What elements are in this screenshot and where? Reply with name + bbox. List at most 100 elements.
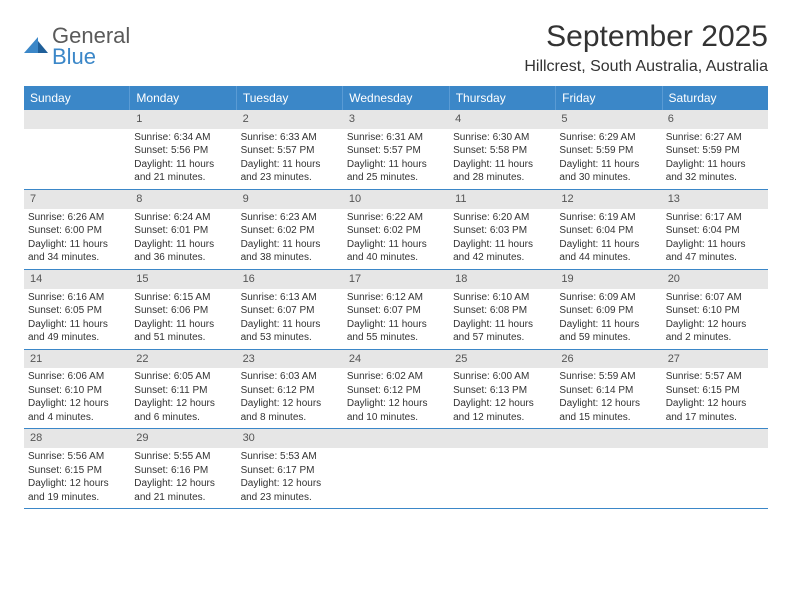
daylight-text: Daylight: 11 hours and 36 minutes.: [134, 238, 232, 265]
day-number: 12: [555, 190, 661, 209]
day-cell: 29Sunrise: 5:55 AMSunset: 6:16 PMDayligh…: [130, 429, 236, 508]
sunset-text: Sunset: 6:14 PM: [559, 384, 657, 398]
logo-text-blue: Blue: [52, 44, 96, 69]
day-cell: 5Sunrise: 6:29 AMSunset: 5:59 PMDaylight…: [555, 110, 661, 189]
logo: General Blue: [24, 20, 130, 68]
sunset-text: Sunset: 6:00 PM: [28, 224, 126, 238]
sunrise-text: Sunrise: 6:10 AM: [453, 291, 551, 305]
day-body: Sunrise: 6:23 AMSunset: 6:02 PMDaylight:…: [237, 209, 343, 269]
day-number: [343, 429, 449, 448]
day-number: 5: [555, 110, 661, 129]
day-body: Sunrise: 6:24 AMSunset: 6:01 PMDaylight:…: [130, 209, 236, 269]
day-body: Sunrise: 6:31 AMSunset: 5:57 PMDaylight:…: [343, 129, 449, 189]
sunset-text: Sunset: 5:57 PM: [347, 144, 445, 158]
day-body: Sunrise: 5:56 AMSunset: 6:15 PMDaylight:…: [24, 448, 130, 508]
day-number: 11: [449, 190, 555, 209]
daylight-text: Daylight: 12 hours and 21 minutes.: [134, 477, 232, 504]
day-cell: 11Sunrise: 6:20 AMSunset: 6:03 PMDayligh…: [449, 190, 555, 269]
sunset-text: Sunset: 6:05 PM: [28, 304, 126, 318]
daylight-text: Daylight: 12 hours and 10 minutes.: [347, 397, 445, 424]
week-row: 7Sunrise: 6:26 AMSunset: 6:00 PMDaylight…: [24, 190, 768, 270]
sunrise-text: Sunrise: 6:02 AM: [347, 370, 445, 384]
day-cell: 8Sunrise: 6:24 AMSunset: 6:01 PMDaylight…: [130, 190, 236, 269]
daylight-text: Daylight: 11 hours and 53 minutes.: [241, 318, 339, 345]
day-cell: 20Sunrise: 6:07 AMSunset: 6:10 PMDayligh…: [662, 270, 768, 349]
day-number: 28: [24, 429, 130, 448]
sunrise-text: Sunrise: 5:55 AM: [134, 450, 232, 464]
daylight-text: Daylight: 11 hours and 21 minutes.: [134, 158, 232, 185]
day-number: [662, 429, 768, 448]
day-body: [449, 448, 555, 454]
daylight-text: Daylight: 11 hours and 23 minutes.: [241, 158, 339, 185]
daylight-text: Daylight: 11 hours and 32 minutes.: [666, 158, 764, 185]
daylight-text: Daylight: 11 hours and 44 minutes.: [559, 238, 657, 265]
day-body: Sunrise: 6:07 AMSunset: 6:10 PMDaylight:…: [662, 289, 768, 349]
day-cell: 23Sunrise: 6:03 AMSunset: 6:12 PMDayligh…: [237, 350, 343, 429]
day-cell: [662, 429, 768, 508]
sunrise-text: Sunrise: 6:06 AM: [28, 370, 126, 384]
sunrise-text: Sunrise: 6:26 AM: [28, 211, 126, 225]
sunrise-text: Sunrise: 6:16 AM: [28, 291, 126, 305]
day-body: Sunrise: 5:53 AMSunset: 6:17 PMDaylight:…: [237, 448, 343, 508]
day-body: Sunrise: 6:17 AMSunset: 6:04 PMDaylight:…: [662, 209, 768, 269]
sunrise-text: Sunrise: 6:22 AM: [347, 211, 445, 225]
daylight-text: Daylight: 12 hours and 17 minutes.: [666, 397, 764, 424]
sunrise-text: Sunrise: 6:19 AM: [559, 211, 657, 225]
month-title: September 2025: [524, 20, 768, 54]
sunrise-text: Sunrise: 6:05 AM: [134, 370, 232, 384]
day-cell: 16Sunrise: 6:13 AMSunset: 6:07 PMDayligh…: [237, 270, 343, 349]
location: Hillcrest, South Australia, Australia: [524, 58, 768, 76]
day-cell: 28Sunrise: 5:56 AMSunset: 6:15 PMDayligh…: [24, 429, 130, 508]
sunset-text: Sunset: 6:03 PM: [453, 224, 551, 238]
day-cell: [343, 429, 449, 508]
day-cell: 17Sunrise: 6:12 AMSunset: 6:07 PMDayligh…: [343, 270, 449, 349]
daylight-text: Daylight: 11 hours and 28 minutes.: [453, 158, 551, 185]
day-number: 26: [555, 350, 661, 369]
week-row: 21Sunrise: 6:06 AMSunset: 6:10 PMDayligh…: [24, 350, 768, 430]
sunset-text: Sunset: 6:07 PM: [241, 304, 339, 318]
weekday-header: Thursday: [450, 86, 556, 110]
sunset-text: Sunset: 6:17 PM: [241, 464, 339, 478]
day-number: 3: [343, 110, 449, 129]
day-body: Sunrise: 6:22 AMSunset: 6:02 PMDaylight:…: [343, 209, 449, 269]
day-cell: 3Sunrise: 6:31 AMSunset: 5:57 PMDaylight…: [343, 110, 449, 189]
day-body: Sunrise: 6:16 AMSunset: 6:05 PMDaylight:…: [24, 289, 130, 349]
day-cell: [24, 110, 130, 189]
sunset-text: Sunset: 6:11 PM: [134, 384, 232, 398]
day-number: 16: [237, 270, 343, 289]
sunrise-text: Sunrise: 6:33 AM: [241, 131, 339, 145]
sunset-text: Sunset: 6:09 PM: [559, 304, 657, 318]
sunrise-text: Sunrise: 6:12 AM: [347, 291, 445, 305]
day-body: Sunrise: 6:15 AMSunset: 6:06 PMDaylight:…: [130, 289, 236, 349]
logo-icon: [24, 33, 50, 60]
day-number: 18: [449, 270, 555, 289]
sunrise-text: Sunrise: 6:00 AM: [453, 370, 551, 384]
day-number: 17: [343, 270, 449, 289]
sunrise-text: Sunrise: 6:07 AM: [666, 291, 764, 305]
sunrise-text: Sunrise: 5:56 AM: [28, 450, 126, 464]
daylight-text: Daylight: 11 hours and 40 minutes.: [347, 238, 445, 265]
sunset-text: Sunset: 5:57 PM: [241, 144, 339, 158]
day-body: Sunrise: 6:34 AMSunset: 5:56 PMDaylight:…: [130, 129, 236, 189]
day-body: Sunrise: 5:59 AMSunset: 6:14 PMDaylight:…: [555, 368, 661, 428]
day-cell: 26Sunrise: 5:59 AMSunset: 6:14 PMDayligh…: [555, 350, 661, 429]
weeks-container: 1Sunrise: 6:34 AMSunset: 5:56 PMDaylight…: [24, 110, 768, 509]
day-number: 19: [555, 270, 661, 289]
daylight-text: Daylight: 11 hours and 59 minutes.: [559, 318, 657, 345]
day-cell: 27Sunrise: 5:57 AMSunset: 6:15 PMDayligh…: [662, 350, 768, 429]
daylight-text: Daylight: 12 hours and 4 minutes.: [28, 397, 126, 424]
day-cell: 10Sunrise: 6:22 AMSunset: 6:02 PMDayligh…: [343, 190, 449, 269]
day-number: 10: [343, 190, 449, 209]
sunrise-text: Sunrise: 5:57 AM: [666, 370, 764, 384]
sunset-text: Sunset: 6:07 PM: [347, 304, 445, 318]
day-cell: 4Sunrise: 6:30 AMSunset: 5:58 PMDaylight…: [449, 110, 555, 189]
week-row: 28Sunrise: 5:56 AMSunset: 6:15 PMDayligh…: [24, 429, 768, 509]
day-number: 25: [449, 350, 555, 369]
day-number: 4: [449, 110, 555, 129]
day-body: Sunrise: 6:09 AMSunset: 6:09 PMDaylight:…: [555, 289, 661, 349]
title-block: September 2025 Hillcrest, South Australi…: [524, 20, 768, 76]
daylight-text: Daylight: 11 hours and 42 minutes.: [453, 238, 551, 265]
day-cell: 6Sunrise: 6:27 AMSunset: 5:59 PMDaylight…: [662, 110, 768, 189]
day-body: Sunrise: 6:19 AMSunset: 6:04 PMDaylight:…: [555, 209, 661, 269]
day-body: Sunrise: 6:00 AMSunset: 6:13 PMDaylight:…: [449, 368, 555, 428]
